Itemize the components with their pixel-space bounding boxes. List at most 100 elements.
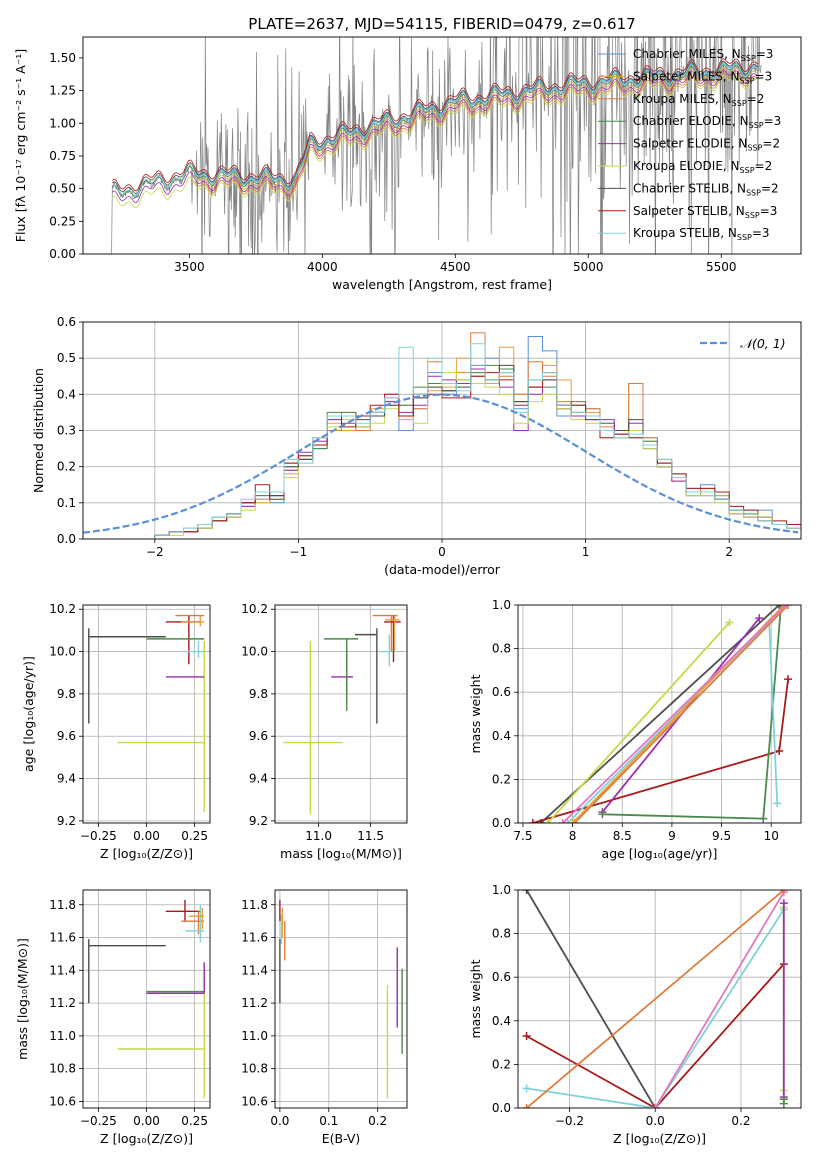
- weight-series-9: [558, 605, 791, 823]
- y-tick-label: 11.2: [49, 996, 76, 1010]
- x-tick-label: −0.25: [80, 829, 117, 843]
- weight-marker: [558, 819, 567, 823]
- y-tick-label: 1.50: [49, 51, 76, 65]
- plot-area-age-vs-z: [83, 605, 210, 823]
- x-tick-label: 3500: [174, 260, 205, 274]
- weight-series-8: [779, 1095, 788, 1108]
- legend: Chabrier MILES, NSSP=3 Salpeter MILES, NS…: [598, 47, 781, 242]
- weight-series-3: [543, 618, 734, 823]
- model-line-6: [112, 75, 759, 209]
- weight-series-2: [528, 675, 793, 823]
- y-tick-label: 10.2: [241, 602, 268, 616]
- errorbar-point-8: [181, 615, 205, 627]
- plot-area-massweight-vs-age: [518, 605, 801, 823]
- errorbar-point-3: [323, 638, 359, 711]
- weight-marker: [779, 890, 788, 894]
- model-line-2: [194, 67, 759, 194]
- y-tick-label: 10.0: [49, 645, 76, 659]
- weight-marker: [522, 1032, 531, 1041]
- y-tick-label: 0.2: [492, 1057, 511, 1071]
- y-tick-label: 10.2: [49, 602, 76, 616]
- plot-area-massweight-vs-z: [518, 890, 801, 1108]
- x-tick-label: 5500: [706, 260, 737, 274]
- errorbar-point-4: [355, 628, 378, 724]
- y-axis-label: Normed distribution: [31, 368, 46, 493]
- y-tick-label: 11.8: [241, 898, 268, 912]
- weight-marker: [522, 1104, 531, 1108]
- weight-marker: [775, 605, 784, 609]
- panel-age-vs-mass: 11.0 11.5 9.2 9.4 9.6 9.8 10.0 10.2 mass [log₁₀(…: [241, 602, 408, 861]
- x-tick-label: −2: [146, 545, 164, 559]
- errorbar-point-3: [146, 962, 205, 994]
- y-tick-label: 11.0: [241, 1029, 268, 1043]
- legend-entry: Chabrier STELIB, NSSP=2: [633, 181, 779, 197]
- x-tick-label: 4500: [440, 260, 471, 274]
- x-tick-label: 9.5: [712, 829, 731, 843]
- weight-marker: [784, 675, 793, 684]
- weight-marker: [725, 618, 734, 627]
- errorbar-point-5: [165, 899, 201, 922]
- weight-line: [573, 605, 789, 823]
- model-line-4: [112, 64, 759, 198]
- plot-area-spectrum: [83, 37, 762, 254]
- legend-entry: Salpeter STELIB, NSSP=3: [633, 204, 777, 220]
- y-tick-label: 1.0: [492, 598, 511, 612]
- plot-area-mass-vs-ebv: [275, 890, 407, 1108]
- model-line-9: [112, 63, 759, 197]
- y-tick-label: 9.6: [249, 729, 268, 743]
- x-axis-label: Z [log₁₀(Z/Z⊙)]: [613, 1131, 706, 1146]
- y-tick-label: 11.4: [49, 963, 76, 977]
- y-tick-label: 11.4: [241, 963, 268, 977]
- axes-frame: [517, 889, 802, 1109]
- y-tick-label: 0.2: [57, 460, 76, 474]
- weight-line: [526, 963, 785, 1108]
- y-tick-label: 0.50: [49, 182, 76, 196]
- errorbar-point-7: [384, 615, 401, 663]
- x-tick-label: 0.00: [133, 1114, 160, 1128]
- x-tick-label: 1: [582, 545, 590, 559]
- axes-frame: [517, 604, 802, 824]
- axes-frame: [274, 604, 408, 824]
- axes-frame: [274, 889, 408, 1109]
- y-tick-label: 0.8: [492, 927, 511, 941]
- x-tick-label: 7.5: [513, 829, 532, 843]
- weight-marker: [755, 614, 764, 623]
- x-tick-label: 9: [668, 829, 676, 843]
- panel-residuals: −2 −1 0 1 2 0.0 0.1 0.2 0.3 0.4 0.5 0.6 (data-model)…: [31, 315, 802, 577]
- x-tick-label: −0.2: [555, 1114, 584, 1128]
- legend-entry: 𝒩(0, 1): [740, 336, 786, 351]
- y-tick-label: 9.2: [57, 814, 76, 828]
- weight-marker: [779, 1095, 788, 1104]
- weight-marker: [528, 819, 537, 823]
- y-tick-label: 0.4: [492, 729, 511, 743]
- legend-entry: Chabrier MILES, NSSP=3: [633, 47, 773, 63]
- x-tick-label: 10: [764, 829, 779, 843]
- plot-area-mass-vs-z: [83, 890, 210, 1108]
- y-tick-label: 0.6: [492, 685, 511, 699]
- x-tick-label: 0: [438, 545, 446, 559]
- weight-marker: [568, 819, 577, 823]
- errorbar-point-8: [385, 615, 400, 652]
- y-tick-label: 11.0: [49, 1029, 76, 1043]
- weight-marker: [773, 799, 782, 808]
- model-line-8: [112, 58, 759, 192]
- y-tick-label: 11.6: [49, 931, 76, 945]
- weight-line: [547, 621, 731, 823]
- x-tick-label: 0.00: [133, 829, 160, 843]
- x-tick-label: 0.0: [646, 1114, 665, 1128]
- x-tick-label: 8.5: [613, 829, 632, 843]
- weight-series-5: [522, 890, 788, 1108]
- weight-line: [562, 605, 787, 823]
- y-tick-label: 0.0: [57, 532, 76, 546]
- y-tick-label: 10.6: [241, 1094, 268, 1108]
- model-line-7: [112, 60, 759, 194]
- weight-line: [654, 891, 785, 1108]
- y-tick-label: 1.00: [49, 116, 76, 130]
- y-tick-label: 0.75: [49, 149, 76, 163]
- weight-marker: [779, 899, 788, 908]
- y-tick-label: 0.5: [57, 351, 76, 365]
- x-tick-label: 11.0: [305, 829, 332, 843]
- legend-entry: Salpeter MILES, NSSP=3: [633, 69, 772, 85]
- model-line-5: [112, 69, 759, 204]
